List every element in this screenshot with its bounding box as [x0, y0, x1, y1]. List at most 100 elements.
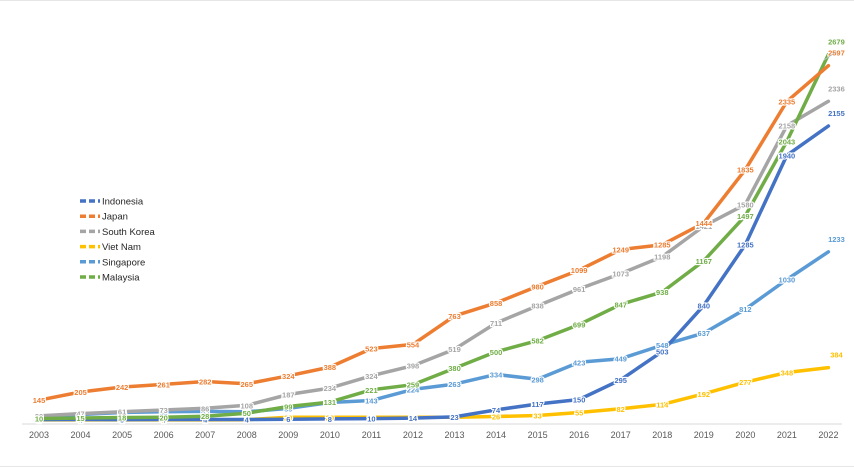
- data-label: 187: [282, 390, 295, 399]
- series-line-japan: [37, 63, 831, 402]
- data-label: 2: [245, 416, 249, 425]
- data-label: 192: [698, 390, 711, 399]
- data-label: 500: [490, 348, 503, 357]
- data-label: 20: [409, 413, 417, 422]
- data-label: 261: [157, 380, 170, 389]
- data-label: 30: [35, 412, 43, 421]
- legend-label: Malaysia: [102, 273, 140, 284]
- data-label: 108: [240, 401, 253, 410]
- data-label: 47: [76, 410, 84, 419]
- data-label: 3: [37, 416, 41, 425]
- data-label: 812: [739, 305, 752, 314]
- data-label: 150: [573, 396, 586, 405]
- data-label: 838: [531, 302, 544, 311]
- data-label: 980: [531, 282, 544, 291]
- data-label: 298: [531, 375, 544, 384]
- data-label: 8: [328, 415, 332, 424]
- legend-label: Singapore: [102, 257, 145, 268]
- data-label: 523: [365, 345, 378, 354]
- data-label: 1233: [828, 235, 845, 244]
- data-label: 55: [118, 408, 126, 417]
- x-tick-label: 2005: [112, 430, 132, 440]
- legend-label: Viet Nam: [102, 242, 141, 253]
- label-leader-line: [823, 51, 837, 61]
- data-label: 14: [409, 414, 418, 423]
- data-label: 840: [698, 301, 711, 310]
- data-label: 1: [78, 416, 82, 425]
- x-tick-label: 2020: [735, 430, 755, 440]
- data-label: 143: [365, 396, 378, 405]
- data-label: 20: [367, 413, 375, 422]
- data-label: 2336: [828, 84, 845, 93]
- data-label: 519: [448, 345, 461, 354]
- data-label: 277: [739, 378, 752, 387]
- data-label: 26: [492, 412, 500, 421]
- data-label: 858: [490, 299, 503, 308]
- data-label: 86: [201, 404, 209, 413]
- data-label: 1444: [695, 219, 713, 228]
- data-label: 282: [199, 378, 212, 387]
- x-tick-label: 2021: [777, 430, 797, 440]
- data-label: 128: [324, 399, 337, 408]
- axis-layer: 2003 2004 2005 2006 2007 2008 2009 2010 2011 2012…: [22, 423, 842, 440]
- data-label: 295: [614, 376, 627, 385]
- data-label: 388: [324, 363, 337, 372]
- x-tick-label: 2018: [652, 430, 672, 440]
- data-label: 242: [116, 383, 129, 392]
- data-label: 449: [614, 355, 627, 364]
- data-label: 1099: [571, 266, 588, 275]
- data-label: 2597: [828, 49, 845, 58]
- data-label: 961: [573, 285, 586, 294]
- data-label: 131: [324, 398, 337, 407]
- x-tick-label: 2011: [362, 430, 381, 440]
- x-tick-label: 2007: [195, 430, 215, 440]
- series-line-malaysia: [37, 52, 831, 421]
- data-label: 73: [159, 406, 167, 415]
- data-label: 20: [284, 413, 292, 422]
- data-label: 554: [407, 340, 420, 349]
- data-label: 259: [407, 381, 420, 390]
- data-label: 4: [162, 415, 167, 424]
- data-label: 1: [120, 416, 124, 425]
- data-label: 423: [573, 358, 586, 367]
- x-tick-label: 2015: [528, 430, 548, 440]
- data-label: 1073: [612, 270, 629, 279]
- data-label: 384: [830, 351, 843, 360]
- data-label: 1580: [737, 200, 754, 209]
- data-label: 23: [450, 413, 458, 422]
- data-label: 221: [365, 386, 378, 395]
- data-label: 15: [76, 414, 84, 423]
- data-label: 20: [159, 413, 167, 422]
- data-label: 63: [201, 407, 209, 416]
- data-label: 6: [286, 415, 290, 424]
- data-label: 20: [35, 413, 43, 422]
- x-tick-label: 2010: [320, 430, 340, 440]
- data-label: 2155: [828, 109, 845, 118]
- data-label: 33: [533, 411, 541, 420]
- data-label: 205: [74, 388, 87, 397]
- data-label: 503: [656, 347, 669, 356]
- data-label: 50: [243, 409, 251, 418]
- x-tick-label: 2009: [278, 430, 298, 440]
- data-label: 60: [159, 408, 167, 417]
- data-label: 1285: [654, 241, 671, 250]
- data-label: 10: [35, 415, 43, 424]
- data-label: 4: [203, 415, 208, 424]
- data-label: 1421: [695, 222, 712, 231]
- data-label: 1: [162, 416, 166, 425]
- data-label: 699: [573, 321, 586, 330]
- x-tick-label: 2004: [71, 430, 91, 440]
- data-label: 2335: [779, 97, 796, 106]
- x-tick-label: 2014: [486, 430, 506, 440]
- data-label: 114: [656, 400, 669, 409]
- data-label: 1835: [737, 166, 754, 175]
- data-label: 20: [450, 413, 458, 422]
- data-label: 763: [448, 312, 461, 321]
- data-label: 334: [490, 370, 503, 379]
- data-label: 145: [33, 396, 46, 405]
- data-label: 82: [617, 405, 625, 414]
- data-label: 1167: [696, 257, 712, 266]
- data-label: 117: [532, 400, 544, 409]
